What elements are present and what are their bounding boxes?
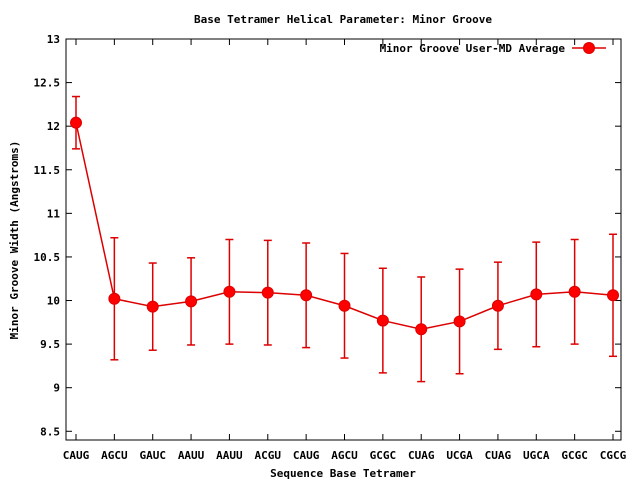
data-point [261,286,274,299]
x-tick-label: AAUU [216,449,243,462]
data-point [223,285,236,298]
y-tick-label: 11.5 [34,164,61,177]
y-tick-label: 8.5 [40,425,60,438]
x-tick-label: UCGA [446,449,473,462]
data-point [530,288,543,301]
x-tick-label: CGCG [600,449,627,462]
y-tick-label: 12 [47,120,60,133]
y-tick-label: 9 [53,382,60,395]
data-point [491,299,504,312]
data-point [146,300,159,313]
legend-label: Minor Groove User-MD Average [380,42,566,55]
data-point [108,292,121,305]
x-tick-label: GCGC [561,449,588,462]
y-axis-label: Minor Groove Width (Angstroms) [8,141,21,340]
y-tick-label: 12.5 [34,77,61,90]
x-tick-label: AGCU [101,449,128,462]
x-tick-label: AGCU [331,449,358,462]
data-point [70,116,82,129]
x-tick-label: AAUU [178,449,205,462]
data-point [415,323,428,336]
y-tick-label: 9.5 [40,338,60,351]
legend-marker-swatch [583,42,595,54]
data-point [185,295,198,308]
y-tick-label: 11 [47,207,61,220]
x-tick-label: CUAG [485,449,512,462]
data-point [376,314,389,327]
x-axis-label: Sequence Base Tetramer [270,467,416,480]
data-point [568,285,581,298]
x-tick-label: CAUG [63,449,90,462]
data-point [300,289,313,302]
plot-frame [65,38,622,441]
data-point [338,299,351,312]
axis-ticks: 8.5 9 9.5 10 10.5 11 11.5 12 12.5 13 CAUG AGCU GAUC A… [34,33,627,462]
x-tick-label: GCGC [370,449,397,462]
x-tick-label: UGCA [523,449,550,462]
x-tick-label: CAUG [293,449,320,462]
x-tick-label: CUAG [408,449,435,462]
y-tick-label: 10 [47,295,60,308]
data-point [453,315,466,328]
series-layer [70,95,619,383]
data-point [607,289,619,302]
x-tick-label: ACGU [255,449,282,462]
y-tick-label: 13 [47,33,60,46]
legend: Minor Groove User-MD Average [380,42,606,55]
y-tick-label: 10.5 [34,251,61,264]
x-tick-label: GAUC [139,449,166,462]
chart-title: Base Tetramer Helical Parameter: Minor G… [194,13,492,26]
